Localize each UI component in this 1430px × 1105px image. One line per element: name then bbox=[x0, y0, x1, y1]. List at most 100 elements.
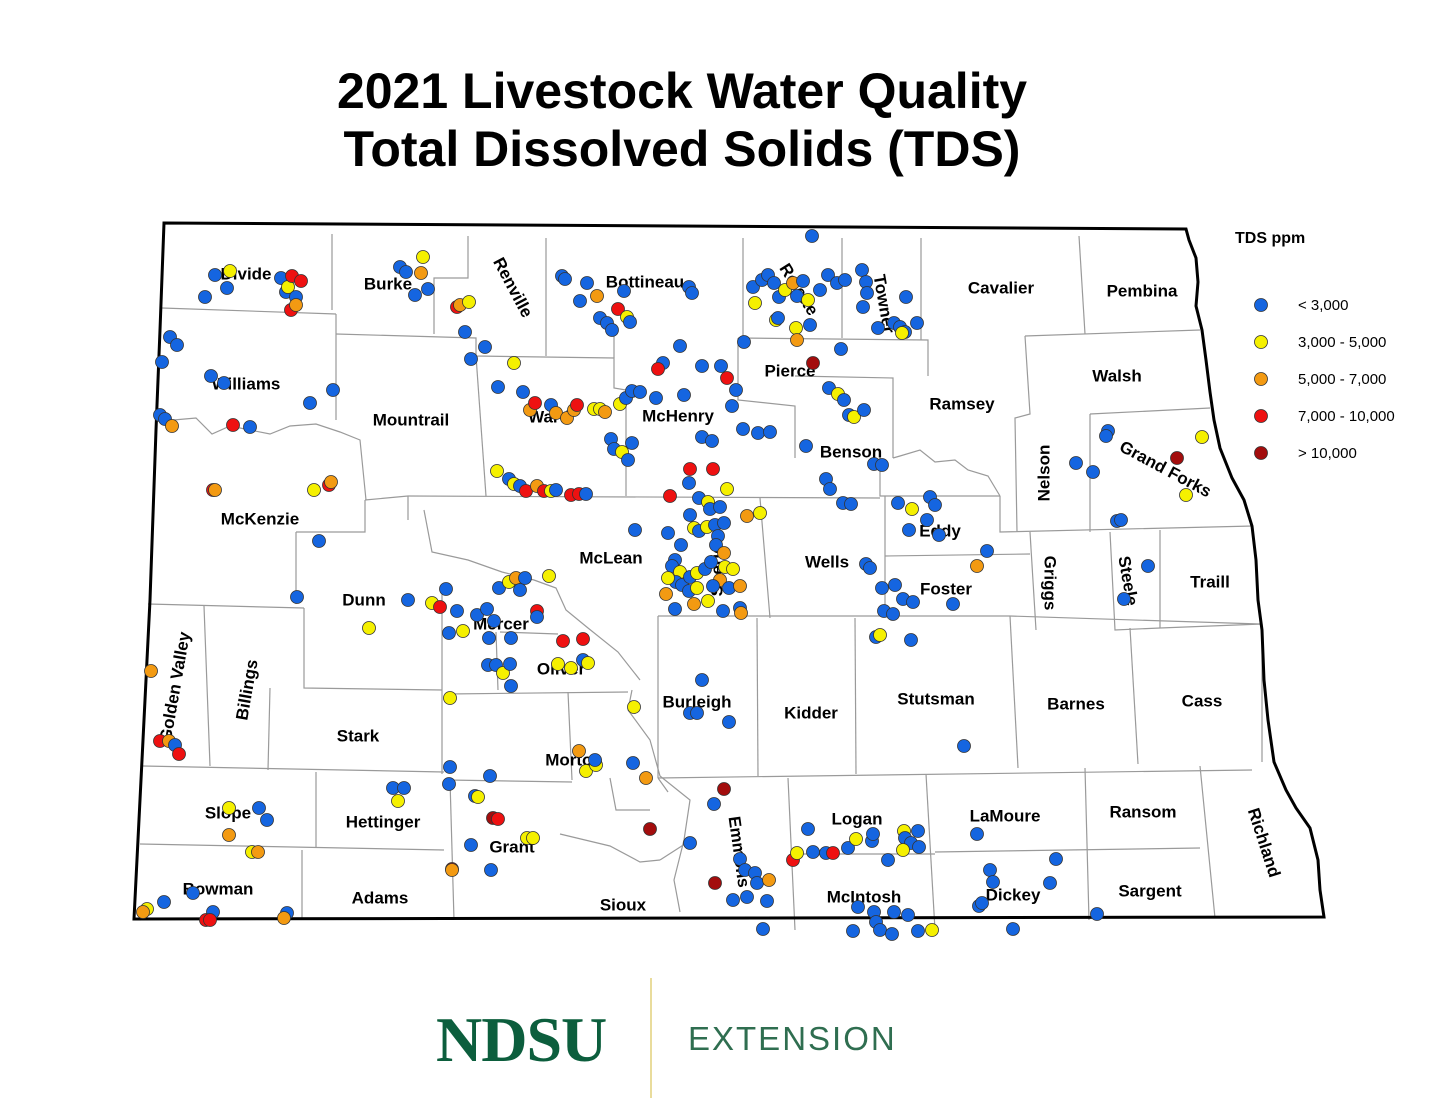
sample-point-lt-3000 bbox=[740, 890, 754, 904]
sample-point-lt-3000 bbox=[899, 290, 913, 304]
county-label-mountrail: Mountrail bbox=[373, 410, 450, 429]
legend-swatch-gt-10000 bbox=[1254, 446, 1268, 460]
sample-point-lt-3000 bbox=[912, 840, 926, 854]
sample-point-lt-3000 bbox=[1043, 876, 1057, 890]
sample-point-lt-3000 bbox=[805, 229, 819, 243]
sample-point-gt-10000 bbox=[806, 356, 820, 370]
sample-point-3000-5000 bbox=[391, 794, 405, 808]
county-label-walsh: Walsh bbox=[1092, 366, 1141, 385]
sample-point-lt-3000 bbox=[750, 876, 764, 890]
county-label-mercer: Mercer bbox=[473, 614, 529, 633]
map-title-line-1: 2021 Livestock Water Quality bbox=[336, 63, 1028, 119]
sample-point-7000-10000 bbox=[433, 600, 447, 614]
sample-point-3000-5000 bbox=[790, 846, 804, 860]
sample-point-gt-10000 bbox=[708, 876, 722, 890]
county-label-burleigh: Burleigh bbox=[663, 692, 732, 711]
legend-title: TDS ppm bbox=[1235, 230, 1305, 247]
sample-point-lt-3000 bbox=[628, 523, 642, 537]
sample-point-3000-5000 bbox=[627, 700, 641, 714]
county-label-mclean: McLean bbox=[579, 548, 642, 567]
sample-point-lt-3000 bbox=[504, 679, 518, 693]
sample-point-lt-3000 bbox=[1090, 907, 1104, 921]
sample-point-lt-3000 bbox=[421, 282, 435, 296]
sample-point-lt-3000 bbox=[886, 607, 900, 621]
sample-point-lt-3000 bbox=[677, 388, 691, 402]
sample-point-lt-3000 bbox=[716, 604, 730, 618]
state-outline bbox=[132, 221, 1326, 921]
sample-point-lt-3000 bbox=[491, 380, 505, 394]
sample-point-lt-3000 bbox=[910, 316, 924, 330]
sample-point-5000-7000 bbox=[734, 606, 748, 620]
sample-point-5000-7000 bbox=[639, 771, 653, 785]
sample-point-5000-7000 bbox=[208, 483, 222, 497]
sample-point-lt-3000 bbox=[705, 434, 719, 448]
legend: TDS ppm < 3,000 3,000 - 5,000 5,000 - 7,00… bbox=[1235, 230, 1395, 462]
sample-point-lt-3000 bbox=[714, 359, 728, 373]
sample-point-3000-5000 bbox=[701, 594, 715, 608]
sample-point-3000-5000 bbox=[542, 569, 556, 583]
county-label-kidder: Kidder bbox=[784, 703, 838, 722]
sample-point-3000-5000 bbox=[564, 661, 578, 675]
county-label-foster: Foster bbox=[920, 579, 972, 598]
sample-point-lt-3000 bbox=[722, 715, 736, 729]
sample-point-lt-3000 bbox=[695, 359, 709, 373]
sample-point-3000-5000 bbox=[416, 250, 430, 264]
sample-point-lt-3000 bbox=[439, 582, 453, 596]
sample-point-lt-3000 bbox=[303, 396, 317, 410]
sample-point-lt-3000 bbox=[983, 863, 997, 877]
sample-point-7000-10000 bbox=[720, 371, 734, 385]
county-label-ramsey: Ramsey bbox=[929, 394, 995, 413]
sample-point-lt-3000 bbox=[504, 631, 518, 645]
sample-point-lt-3000 bbox=[866, 827, 880, 841]
sample-point-5000-7000 bbox=[598, 405, 612, 419]
sample-point-lt-3000 bbox=[813, 283, 827, 297]
sample-point-lt-3000 bbox=[605, 323, 619, 337]
sample-point-lt-3000 bbox=[763, 425, 777, 439]
county-label-pembina: Pembina bbox=[1107, 281, 1178, 300]
legend-swatch-3000-5000 bbox=[1254, 335, 1268, 349]
sample-point-lt-3000 bbox=[649, 391, 663, 405]
sample-point-lt-3000 bbox=[801, 822, 815, 836]
sample-point-5000-7000 bbox=[277, 911, 291, 925]
sample-point-gt-10000 bbox=[1170, 451, 1184, 465]
sample-point-lt-3000 bbox=[911, 924, 925, 938]
sample-point-3000-5000 bbox=[847, 410, 861, 424]
sample-point-lt-3000 bbox=[621, 453, 635, 467]
sample-point-lt-3000 bbox=[683, 836, 697, 850]
sample-point-lt-3000 bbox=[704, 555, 718, 569]
sample-point-lt-3000 bbox=[443, 760, 457, 774]
sample-point-3000-5000 bbox=[443, 691, 457, 705]
sample-point-lt-3000 bbox=[846, 924, 860, 938]
sample-point-lt-3000 bbox=[204, 369, 218, 383]
sample-point-3000-5000 bbox=[490, 464, 504, 478]
sample-point-7000-10000 bbox=[226, 418, 240, 432]
sample-point-5000-7000 bbox=[572, 744, 586, 758]
sample-point-7000-10000 bbox=[294, 274, 308, 288]
sample-point-lt-3000 bbox=[580, 276, 594, 290]
sample-point-3000-5000 bbox=[307, 483, 321, 497]
county-label-burke: Burke bbox=[364, 274, 412, 293]
sample-point-lt-3000 bbox=[483, 769, 497, 783]
sample-point-3000-5000 bbox=[1179, 488, 1193, 502]
sample-point-lt-3000 bbox=[717, 516, 731, 530]
sample-point-lt-3000 bbox=[408, 288, 422, 302]
county-label-ransom: Ransom bbox=[1109, 802, 1176, 821]
sample-point-lt-3000 bbox=[873, 923, 887, 937]
sample-point-lt-3000 bbox=[695, 673, 709, 687]
sample-point-lt-3000 bbox=[857, 403, 871, 417]
sample-point-3000-5000 bbox=[581, 656, 595, 670]
legend-label-5000-7000: 5,000 - 7,000 bbox=[1298, 371, 1386, 388]
county-label-benson: Benson bbox=[820, 442, 882, 461]
sample-point-lt-3000 bbox=[442, 777, 456, 791]
county-label-emmons: Emmons bbox=[725, 815, 754, 889]
sample-point-lt-3000 bbox=[946, 597, 960, 611]
sample-point-lt-3000 bbox=[442, 626, 456, 640]
sample-point-5000-7000 bbox=[165, 419, 179, 433]
sample-point-3000-5000 bbox=[507, 356, 521, 370]
sample-point-lt-3000 bbox=[683, 508, 697, 522]
map-title-line-2: Total Dissolved Solids (TDS) bbox=[343, 121, 1021, 177]
sample-point-7000-10000 bbox=[570, 398, 584, 412]
sample-point-7000-10000 bbox=[491, 812, 505, 826]
sample-point-gt-10000 bbox=[643, 822, 657, 836]
sample-point-3000-5000 bbox=[526, 831, 540, 845]
